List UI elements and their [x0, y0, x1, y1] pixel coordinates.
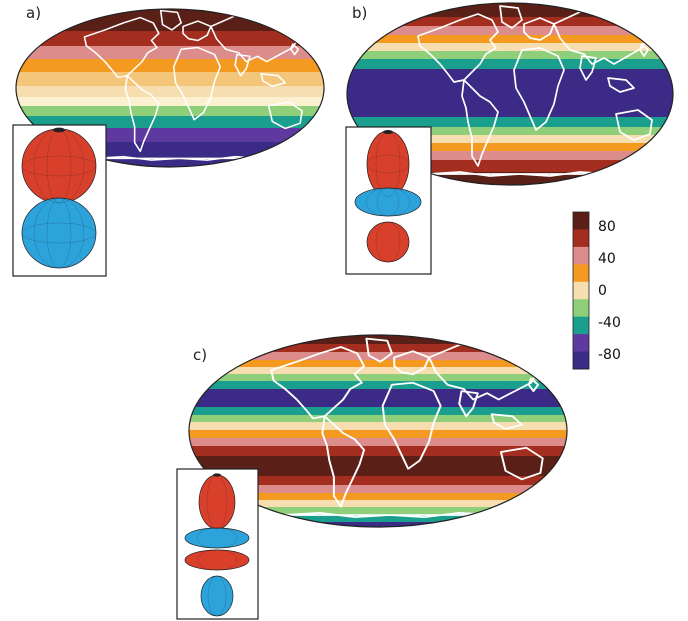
colorbar-tick-minus-40: -40: [598, 315, 621, 331]
colorbar-swatch: [573, 351, 589, 370]
colorbar-swatch: [573, 281, 589, 300]
panel-b-label: b): [352, 4, 367, 22]
panel-c-lobes: [184, 473, 250, 617]
colorbar-swatch: [573, 212, 589, 230]
panel-b-lobes: [354, 130, 422, 263]
colorbar-swatches: [573, 212, 589, 370]
panel-c-inset: [176, 468, 259, 620]
colorbar-swatch: [573, 316, 589, 335]
colorbar-swatch: [573, 299, 589, 318]
colorbar-tick-40: 40: [598, 251, 616, 267]
colorbar-tick-minus-80: -80: [598, 347, 621, 363]
colorbar-swatch: [573, 334, 589, 353]
colorbar: 80 40 0 -40 -80: [572, 211, 621, 370]
panel-a-label: a): [26, 4, 41, 22]
colorbar-tick-0: 0: [598, 283, 607, 299]
panel-a-lobes: [21, 127, 97, 269]
colorbar-swatch: [573, 264, 589, 283]
panel-c-map: [188, 334, 568, 528]
panel-a-inset: [12, 124, 107, 277]
colorbar-swatch: [573, 246, 589, 265]
panel-c-label: c): [193, 346, 207, 364]
panel-c-bands: [189, 335, 567, 527]
panel-b-inset: [345, 126, 432, 275]
colorbar-tick-80: 80: [598, 219, 616, 235]
colorbar-swatch: [573, 229, 589, 248]
